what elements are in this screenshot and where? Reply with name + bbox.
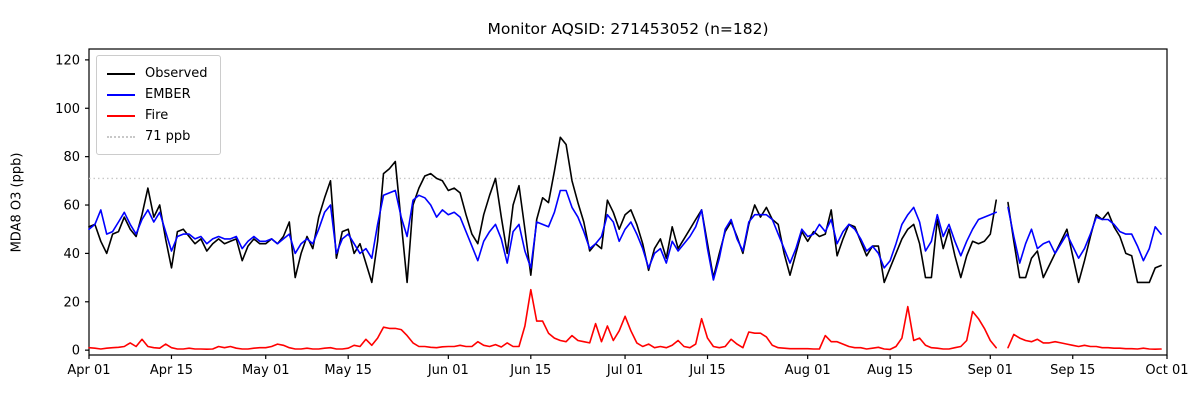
svg-text:Aug 15: Aug 15 [867, 363, 913, 378]
svg-text:Oct 01: Oct 01 [1145, 363, 1188, 378]
observed-line-swatch [107, 72, 135, 75]
svg-text:Sep 15: Sep 15 [1050, 363, 1095, 378]
svg-text:Apr 01: Apr 01 [67, 363, 110, 378]
legend: Observed EMBER Fire 71 ppb [96, 55, 221, 155]
svg-text:Apr 15: Apr 15 [150, 363, 193, 378]
legend-item-fire: Fire [107, 105, 208, 126]
svg-text:120: 120 [55, 53, 80, 68]
legend-label-fire: Fire [145, 108, 169, 123]
legend-item-71ppb: 71 ppb [107, 126, 208, 147]
legend-label-ember: EMBER [145, 87, 191, 102]
svg-text:Jun 15: Jun 15 [509, 363, 551, 378]
legend-item-observed: Observed [107, 63, 208, 84]
legend-label-observed: Observed [145, 66, 208, 81]
svg-text:Sep 01: Sep 01 [968, 363, 1013, 378]
svg-text:20: 20 [63, 295, 80, 310]
svg-text:Jul 01: Jul 01 [606, 363, 643, 378]
chart-title: Monitor AQSID: 271453052 (n=182) [487, 20, 769, 38]
svg-text:100: 100 [55, 102, 80, 117]
legend-item-ember: EMBER [107, 84, 208, 105]
fire-line-swatch [107, 114, 135, 117]
svg-text:Jun 01: Jun 01 [427, 363, 469, 378]
svg-text:80: 80 [63, 150, 80, 165]
svg-text:40: 40 [63, 247, 80, 262]
svg-text:0: 0 [72, 344, 80, 359]
svg-text:May 01: May 01 [242, 363, 290, 378]
ember-line-swatch [107, 93, 135, 96]
svg-text:Aug 01: Aug 01 [785, 363, 831, 378]
legend-label-71ppb: 71 ppb [145, 129, 191, 144]
reference-line-swatch [107, 135, 135, 138]
svg-text:60: 60 [63, 199, 80, 214]
svg-text:May 15: May 15 [324, 363, 372, 378]
svg-text:Jul 15: Jul 15 [688, 363, 725, 378]
